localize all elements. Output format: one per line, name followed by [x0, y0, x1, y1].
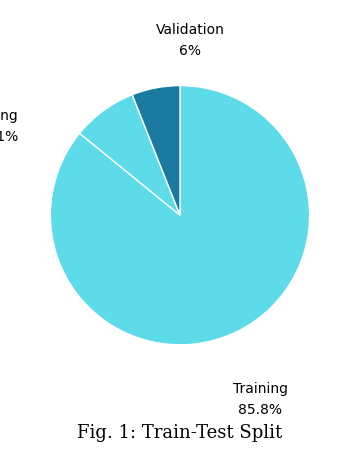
Text: Testing: Testing: [0, 109, 18, 123]
Wedge shape: [132, 86, 180, 216]
Text: 6%: 6%: [179, 44, 201, 58]
Wedge shape: [50, 86, 310, 345]
Text: 8.1%: 8.1%: [0, 129, 18, 143]
Text: Validation: Validation: [156, 23, 225, 37]
Wedge shape: [80, 95, 180, 216]
Text: 85.8%: 85.8%: [238, 402, 282, 416]
Text: Training: Training: [233, 381, 288, 395]
Text: Fig. 1: Train-Test Split: Fig. 1: Train-Test Split: [77, 423, 283, 441]
